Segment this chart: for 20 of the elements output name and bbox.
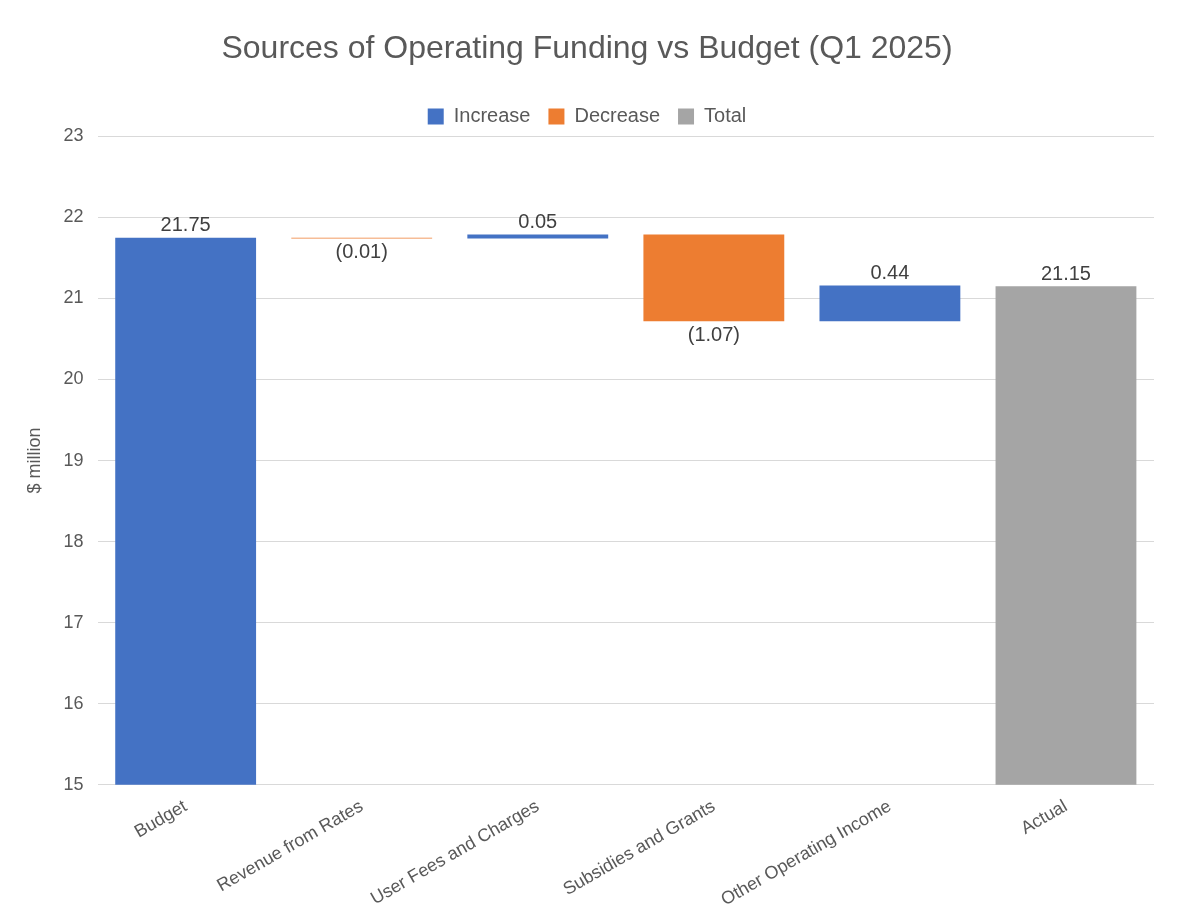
legend-label: Decrease (574, 103, 661, 126)
chart-title: Sources of Operating Funding vs Budget (Q1 2025) (221, 29, 953, 66)
data-label: (1.07) (687, 322, 740, 345)
data-label: 21.15 (1040, 261, 1091, 284)
y-tick-label: 15 (63, 773, 84, 794)
data-label: 0.44 (870, 261, 910, 284)
y-tick-label: 22 (63, 206, 84, 227)
y-axis-title: $ million (23, 427, 44, 494)
y-tick-label: 20 (63, 368, 84, 389)
data-label: 0.05 (518, 209, 558, 232)
y-tick-label: 17 (63, 611, 84, 632)
y-tick-label: 21 (63, 287, 84, 308)
legend-label: Total (704, 103, 747, 126)
data-label: (0.01) (335, 240, 388, 263)
y-tick-label: 16 (63, 692, 84, 713)
y-tick-label: 19 (63, 449, 84, 470)
legend-label: Increase (453, 103, 531, 126)
data-label: 21.75 (160, 213, 211, 236)
y-tick-label: 23 (63, 125, 84, 146)
y-tick-label: 18 (63, 530, 84, 551)
